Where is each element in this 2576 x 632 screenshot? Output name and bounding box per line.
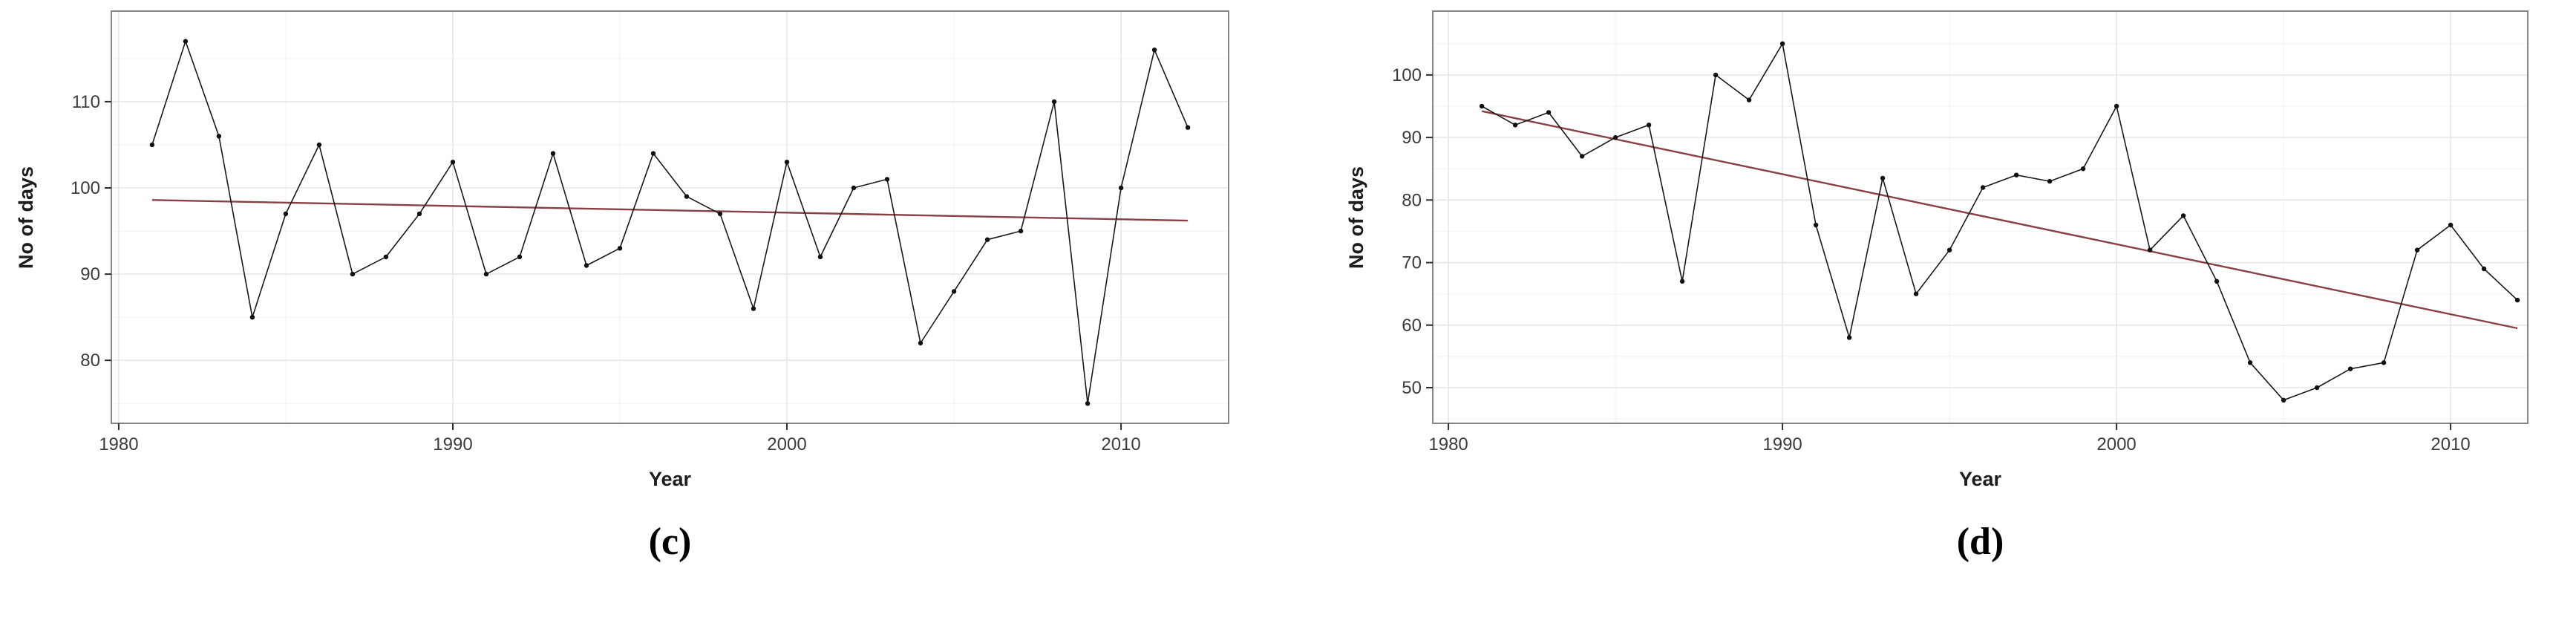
- panel-caption: (c): [648, 521, 692, 563]
- data-point: [517, 254, 523, 260]
- data-point: [2214, 278, 2220, 284]
- data-point: [2047, 178, 2053, 184]
- data-point: [1713, 72, 1719, 78]
- data-point: [1813, 222, 1819, 228]
- y-tick-label: 100: [1392, 65, 1422, 85]
- panel-caption: (d): [1956, 521, 2004, 563]
- data-point: [1018, 228, 1024, 234]
- data-point: [283, 211, 289, 217]
- data-point: [450, 160, 456, 165]
- data-point: [2347, 366, 2353, 371]
- data-point: [2080, 166, 2086, 172]
- x-tick-label: 2000: [2096, 434, 2136, 455]
- data-point: [249, 315, 255, 320]
- trend-line: [151, 199, 1189, 222]
- data-point: [1185, 125, 1191, 130]
- data-point: [784, 160, 790, 165]
- data-point: [2514, 297, 2520, 303]
- data-point: [2180, 213, 2186, 218]
- line-chart-c: 1980 1990 2000 2010 80 90 100 110: [71, 10, 1229, 455]
- data-point: [316, 142, 322, 148]
- y-tick-label: 110: [72, 92, 100, 112]
- data-point: [1612, 134, 1618, 140]
- data-point: [1746, 97, 1752, 102]
- data-point: [884, 177, 890, 182]
- x-tick-label: 1990: [1762, 434, 1802, 455]
- data-point: [550, 151, 556, 156]
- y-tick-label: 90: [1402, 128, 1422, 148]
- y-tick-label: 80: [80, 351, 100, 371]
- data-point: [1151, 47, 1157, 53]
- data-point: [383, 254, 389, 260]
- y-tick-label: 90: [80, 264, 100, 284]
- data-point: [2414, 247, 2420, 253]
- x-axis-title: Year: [1958, 468, 2002, 490]
- data-point: [751, 306, 756, 311]
- data-point: [2448, 222, 2454, 228]
- data-point: [2147, 247, 2153, 253]
- data-point: [1779, 41, 1785, 46]
- x-tick-label: 2010: [2430, 434, 2470, 455]
- x-tick-label: 2000: [767, 434, 806, 455]
- data-point: [1579, 154, 1585, 159]
- data-point: [918, 340, 923, 346]
- data-point: [1980, 185, 1986, 190]
- panel-border: [111, 10, 1229, 424]
- panel-border: [1432, 10, 2528, 424]
- data-point: [984, 237, 990, 242]
- data-point: [183, 39, 189, 44]
- data-point: [951, 289, 957, 294]
- data-point: [1846, 335, 1852, 340]
- x-tick-label: 1980: [99, 434, 138, 455]
- data-point: [851, 185, 857, 191]
- data-point: [583, 263, 589, 268]
- figure-panel-d: 1980 1990 2000 2010 50 60 70 80 90 100 No of days…: [1288, 0, 2576, 632]
- data-point: [1085, 401, 1091, 406]
- data-point: [2114, 103, 2119, 109]
- data-point: [1646, 123, 1652, 128]
- series-line: [151, 40, 1189, 405]
- data-point: [817, 254, 823, 260]
- trend-line: [1481, 110, 2518, 330]
- x-tick-label: 1990: [433, 434, 472, 455]
- data-point: [684, 194, 690, 199]
- data-point: [1946, 247, 1952, 253]
- data-point: [2281, 397, 2286, 403]
- data-point: [2314, 385, 2320, 391]
- data-point: [216, 134, 222, 139]
- line-chart-d: 1980 1990 2000 2010 50 60 70 80 90 100: [1392, 10, 2528, 455]
- data-point: [1051, 99, 1057, 105]
- data-point: [350, 271, 356, 277]
- data-point: [2013, 172, 2019, 177]
- y-tick-label: 100: [71, 178, 100, 198]
- data-point: [1512, 123, 1518, 128]
- x-axis-title: Year: [648, 468, 692, 490]
- data-point: [1679, 278, 1685, 284]
- data-point: [1118, 185, 1124, 191]
- data-point: [2381, 360, 2387, 365]
- data-point: [483, 271, 489, 277]
- y-axis-title: No of days: [1345, 166, 1367, 270]
- y-tick-label: 60: [1402, 316, 1422, 336]
- figure-panel-c: 1980 1990 2000 2010 80 90 100 110 No of days Ye…: [15, 10, 1229, 563]
- x-tick-label: 1980: [1428, 434, 1468, 455]
- data-point: [717, 211, 723, 217]
- y-tick-label: 50: [1402, 378, 1422, 398]
- data-point: [1479, 103, 1485, 109]
- y-axis-title: No of days: [15, 166, 37, 270]
- data-point: [650, 151, 656, 156]
- data-point: [1546, 110, 1552, 115]
- y-tick-label: 70: [1402, 253, 1422, 273]
- data-point: [1913, 291, 1919, 296]
- data-point: [1880, 175, 1886, 181]
- series-line: [1481, 43, 2518, 401]
- y-tick-label: 80: [1402, 190, 1422, 210]
- data-point: [2247, 360, 2253, 365]
- data-point: [416, 211, 422, 217]
- data-point: [149, 142, 155, 148]
- data-point: [2481, 266, 2487, 272]
- data-point: [617, 246, 623, 251]
- x-tick-label: 2010: [1101, 434, 1140, 455]
